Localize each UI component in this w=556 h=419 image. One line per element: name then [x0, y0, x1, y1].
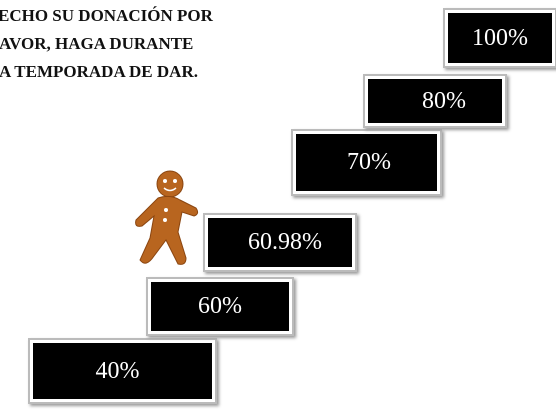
- step: 40%: [30, 340, 215, 402]
- step: 100%: [445, 10, 555, 66]
- header: ECHO SU DONACIÓN POR AVOR, HAGA DURANTE …: [0, 2, 213, 86]
- header-line: ECHO SU DONACIÓN POR: [0, 2, 213, 30]
- step: 70%: [293, 131, 440, 194]
- header-line: A TEMPORADA DE DAR.: [0, 58, 213, 86]
- page: ECHO SU DONACIÓN POR AVOR, HAGA DURANTE …: [0, 0, 556, 419]
- header-line: AVOR, HAGA DURANTE: [0, 30, 213, 58]
- gingerbread-man: [120, 168, 200, 273]
- step: 60.98%: [205, 215, 355, 270]
- step: 80%: [365, 76, 505, 126]
- step: 60%: [148, 279, 292, 334]
